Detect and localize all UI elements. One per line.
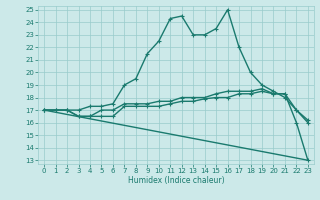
X-axis label: Humidex (Indice chaleur): Humidex (Indice chaleur) [128, 176, 224, 185]
